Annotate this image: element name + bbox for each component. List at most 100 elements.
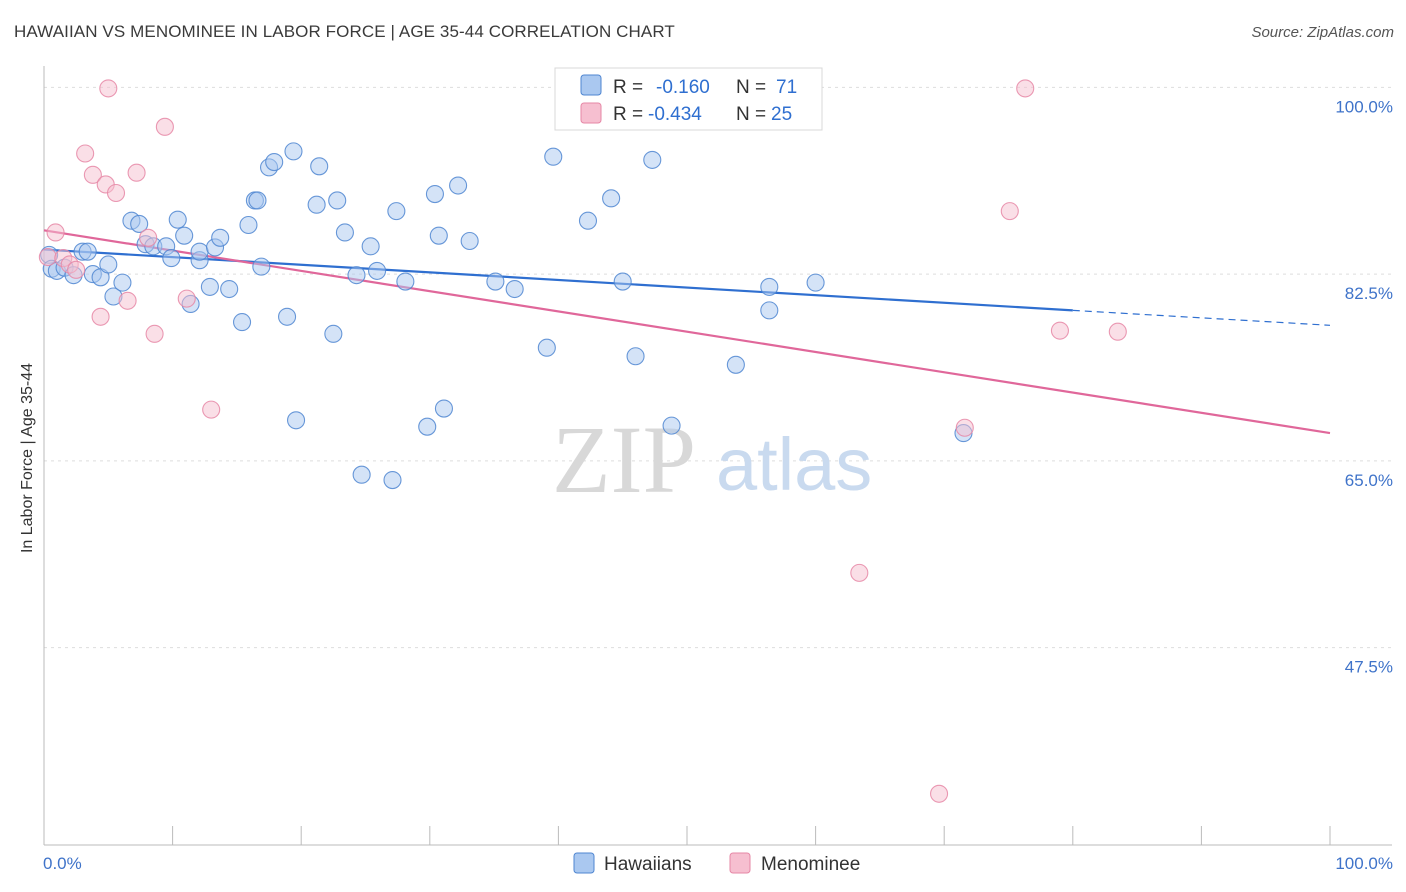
x-tick-label-1: 100.0% [1335, 854, 1393, 873]
hawaiians-point-68 [806, 273, 825, 292]
menominee-point-0 [38, 247, 57, 267]
menominee-point-6 [83, 165, 102, 184]
menominee-point-11 [118, 291, 137, 310]
menominee-point-10 [106, 183, 126, 203]
hawaiians-point-58 [544, 147, 563, 166]
hawaiians-point-66 [760, 301, 779, 320]
menominee-point-20 [955, 418, 974, 437]
hawaiians-point-60 [602, 189, 621, 208]
legend-n-label-1: N = [736, 77, 766, 98]
hawaiians-point-62 [626, 347, 645, 366]
hawaiians-point-13 [130, 214, 149, 233]
hawaiians-point-57 [537, 338, 556, 357]
menominee-point-7 [91, 307, 110, 326]
menominee-point-18 [850, 563, 869, 582]
hawaiians-point-26 [220, 279, 239, 299]
hawaiians-point-59 [578, 211, 598, 230]
hawaiians-point-48 [396, 272, 415, 291]
hawaiians-point-37 [307, 195, 326, 214]
hawaiians-point-61 [613, 272, 632, 291]
data-points [38, 79, 1127, 803]
y-tick-label-2: 82.5% [1345, 284, 1393, 303]
hawaiians-point-51 [429, 226, 448, 245]
trend-line-hawaiians-extension [1072, 309, 1331, 326]
hawaiians-point-9 [99, 255, 118, 274]
hawaiians-point-70 [726, 355, 745, 374]
hawaiians-point-65 [760, 277, 779, 296]
hawaiians-point-6 [78, 242, 97, 261]
series-menominee [38, 79, 1127, 803]
hawaiians-point-47 [387, 202, 406, 221]
menominee-point-5 [76, 144, 95, 163]
hawaiians-point-17 [162, 249, 181, 268]
menominee-point-17 [202, 400, 221, 419]
menominee-point-21 [1000, 202, 1019, 221]
trend-lines [43, 229, 1331, 435]
hawaiians-point-41 [335, 223, 354, 242]
menominee-point-16 [177, 289, 196, 308]
hawaiians-point-52 [434, 399, 453, 418]
hawaiians-point-49 [418, 417, 437, 436]
y-tick-label-1: 65.0% [1345, 471, 1393, 490]
hawaiians-point-63 [643, 150, 662, 169]
hawaiians-point-35 [284, 142, 303, 161]
source-label: Source: ZipAtlas.com [1251, 24, 1394, 41]
legend-r-value-1: -0.160 [656, 77, 710, 98]
trend-line-hawaiians [43, 248, 1073, 312]
hawaiians-point-25 [211, 228, 230, 247]
bottom-legend-hawaiians: Hawaiians [604, 854, 692, 875]
legend-swatch-menominee [580, 102, 602, 124]
hawaiians-point-56 [505, 279, 524, 299]
menominee-point-24 [1108, 322, 1127, 341]
hawaiians-point-64 [662, 416, 681, 435]
stats-legend: R = -0.160 N = 71 R = -0.434 N = 25 [554, 67, 823, 131]
menominee-point-15 [155, 117, 174, 136]
axes [43, 66, 1392, 846]
legend-swatch-hawaiians [580, 74, 602, 96]
hawaiians-point-36 [287, 411, 306, 430]
y-tick-label-3: 100.0% [1335, 97, 1393, 116]
hawaiians-point-40 [328, 191, 347, 210]
hawaiians-point-45 [368, 261, 387, 280]
hawaiians-point-38 [310, 157, 329, 176]
menominee-point-13 [139, 228, 158, 247]
hawaiians-point-46 [383, 470, 402, 490]
bottom-swatch-hawaiians [573, 852, 595, 874]
legend-r-label-2: R = [613, 104, 643, 125]
tick-labels: 47.5% 65.0% 82.5% 100.0% 0.0% 100.0% [43, 97, 1393, 873]
hawaiians-point-39 [324, 324, 343, 343]
bottom-swatch-menominee [729, 852, 751, 874]
y-tick-label-0: 47.5% [1345, 658, 1393, 677]
hawaiians-point-22 [190, 242, 209, 261]
hawaiians-point-50 [425, 185, 444, 204]
watermark-atlas: atlas [716, 423, 872, 506]
hawaiians-point-31 [252, 257, 271, 276]
hawaiians-point-30 [248, 191, 267, 210]
hawaiians-point-28 [239, 215, 258, 235]
bottom-legend-menominee: Menominee [761, 854, 860, 875]
trend-line-menominee [43, 229, 1331, 435]
hawaiians-point-34 [278, 307, 297, 326]
menominee-point-23 [1050, 321, 1069, 340]
legend-n-label-2: N = [736, 104, 766, 125]
series-legend: Hawaiians Menominee [573, 852, 860, 875]
hawaiians-point-42 [347, 266, 366, 285]
hawaiians-point-33 [265, 152, 284, 172]
x-tick-label-0: 0.0% [43, 854, 82, 873]
hawaiians-point-18 [168, 210, 187, 229]
legend-n-value-2: 25 [771, 104, 792, 125]
menominee-point-4 [67, 260, 86, 279]
menominee-point-14 [145, 324, 164, 343]
gridlines [44, 86, 1392, 649]
hawaiians-point-11 [113, 273, 132, 292]
hawaiians-point-55 [486, 272, 505, 291]
menominee-point-9 [99, 79, 118, 98]
hawaiians-point-19 [175, 226, 194, 245]
menominee-point-1 [46, 223, 65, 242]
hawaiians-point-54 [460, 231, 479, 251]
hawaiians-point-44 [361, 237, 380, 256]
menominee-point-12 [127, 163, 146, 182]
menominee-point-22 [1016, 79, 1035, 98]
legend-r-value-2: -0.434 [648, 104, 702, 125]
